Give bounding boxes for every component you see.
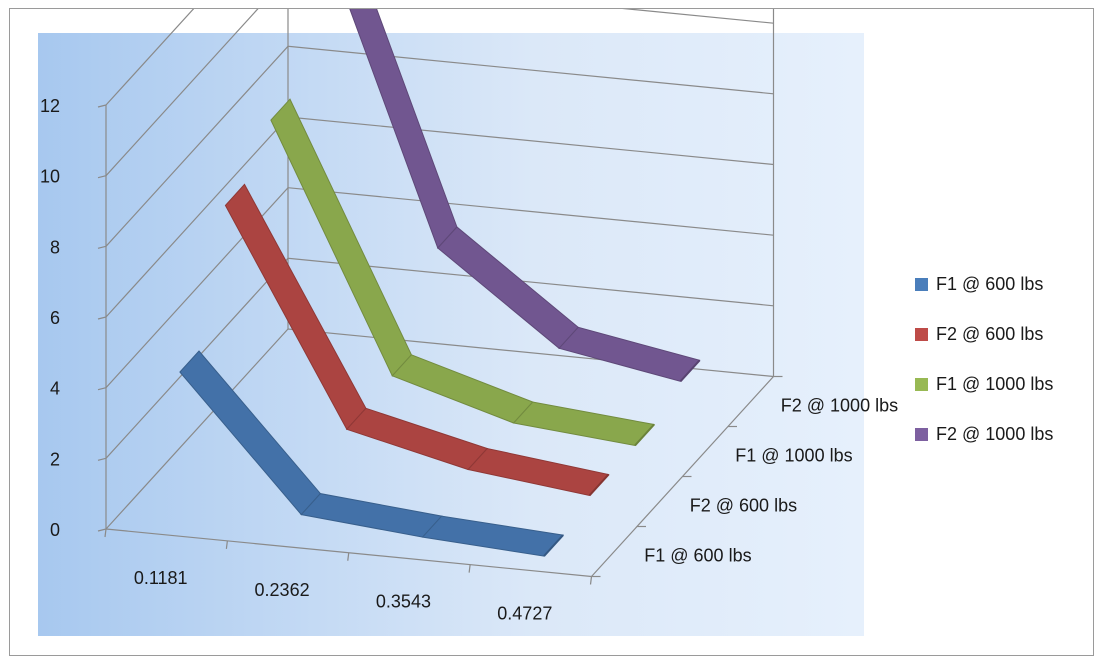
- y-tick-labels: 0 2 4 6 8 10 12: [40, 96, 60, 540]
- ribbon-end: [679, 359, 701, 383]
- legend: F1 @ 600 lbs F2 @ 600 lbs F1 @ 1000 lbs …: [915, 259, 1053, 459]
- series-ribbon: [270, 98, 656, 447]
- legend-label: F1 @ 1000 lbs: [936, 373, 1054, 394]
- legend-swatch: [915, 427, 928, 441]
- y-tick-label: 2: [50, 449, 60, 469]
- ribbon-end: [634, 423, 655, 447]
- x-tick: [225, 540, 228, 549]
- y-tick-label: 12: [40, 96, 60, 116]
- y-tick: [97, 245, 107, 249]
- y-tick-label: 0: [50, 520, 60, 540]
- chart-frame: 0 2 4 6 8 10 12 0.1181 0.2362 0.3543 0.4727 F1 @ …: [9, 8, 1094, 656]
- y-tick: [97, 104, 107, 108]
- depth-tick-label: F2 @ 1000 lbs: [781, 396, 898, 416]
- chart-svg: 0 2 4 6 8 10 12 0.1181 0.2362 0.3543 0.4727 F1 @ …: [38, 9, 898, 636]
- gridline: [105, 9, 774, 177]
- legend-item: F1 @ 600 lbs: [915, 259, 1053, 309]
- gridline: [105, 187, 774, 389]
- y-tick-label: 10: [40, 167, 60, 187]
- x-tick: [468, 564, 471, 573]
- legend-swatch: [915, 377, 928, 391]
- y-tick-label: 6: [50, 308, 60, 328]
- y-tick-label: 8: [50, 237, 60, 257]
- x-tick-labels: 0.1181 0.2362 0.3543 0.4727: [134, 568, 553, 624]
- legend-label: F2 @ 1000 lbs: [936, 423, 1054, 444]
- x-tick-label: 0.4727: [497, 604, 552, 624]
- series-group: [179, 9, 701, 557]
- gridline: [105, 9, 195, 106]
- y-tick-label: 4: [50, 379, 60, 399]
- depth-tick-labels: F1 @ 600 lbs F2 @ 600 lbs F1 @ 1000 lbs F2 …: [644, 396, 898, 566]
- legend-item: F1 @ 1000 lbs: [915, 359, 1053, 409]
- y-tick: [97, 387, 107, 391]
- legend-item: F2 @ 1000 lbs: [915, 409, 1053, 459]
- axes: [97, 104, 783, 585]
- x-tick-label: 0.1181: [134, 568, 188, 588]
- depth-tick-label: F1 @ 600 lbs: [644, 546, 751, 566]
- series-ribbon: [224, 183, 610, 497]
- y-tick: [97, 457, 107, 461]
- x-tick: [104, 528, 107, 538]
- y-tick: [97, 316, 107, 320]
- legend-swatch: [915, 327, 928, 341]
- ribbon-end: [543, 534, 564, 557]
- x-tick-label: 0.2362: [255, 580, 310, 600]
- depth-tick-label: F1 @ 1000 lbs: [735, 446, 852, 466]
- series-ribbon: [349, 9, 701, 383]
- gridline: [105, 45, 774, 247]
- legend-swatch: [915, 277, 928, 291]
- ribbon-segment: [558, 326, 701, 382]
- gridline: [105, 257, 774, 459]
- x-tick-label: 0.3543: [376, 592, 431, 612]
- legend-label: F1 @ 600 lbs: [936, 273, 1044, 294]
- x-tick: [589, 576, 593, 585]
- legend-item: F2 @ 600 lbs: [915, 309, 1053, 359]
- legend-label: F2 @ 600 lbs: [936, 323, 1044, 344]
- series-ribbon: [179, 350, 565, 557]
- x-tick: [347, 552, 350, 561]
- depth-tick-label: F2 @ 600 lbs: [690, 496, 797, 516]
- ribbon-end: [588, 473, 610, 497]
- y-tick: [97, 175, 107, 179]
- y-tick: [97, 528, 107, 532]
